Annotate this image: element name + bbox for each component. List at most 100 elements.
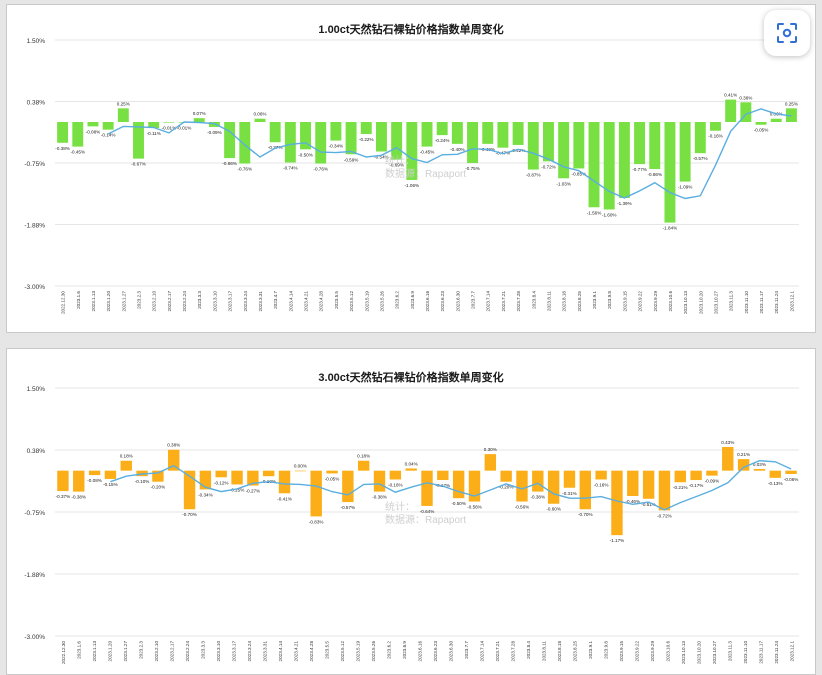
- bar: [345, 122, 357, 155]
- x-tick-label: 2023.7.21: [495, 641, 500, 662]
- y-tick-label: 0.38%: [27, 448, 46, 455]
- x-tick-label: 2023.12.1: [789, 291, 794, 312]
- bar: [284, 122, 296, 163]
- x-tick-label: 2023.7.7: [464, 641, 469, 659]
- x-tick-label: 2023.5.26: [379, 291, 384, 312]
- y-tick-label: -1.88%: [24, 223, 45, 230]
- bar: [269, 122, 281, 143]
- bar: [512, 122, 524, 145]
- bar: [437, 470, 449, 481]
- trend-line: [110, 459, 792, 511]
- bar: [104, 470, 117, 479]
- bar: [547, 470, 560, 504]
- data-label: -0.01%: [162, 126, 177, 131]
- bar: [57, 122, 69, 143]
- bar: [278, 470, 291, 494]
- x-tick-label: 2023.9.22: [634, 641, 639, 662]
- data-label: -1.09%: [678, 185, 693, 190]
- data-label: -0.08%: [87, 478, 102, 483]
- x-tick-label: 2023.10.6: [668, 291, 673, 312]
- x-tick-label: 2023.6.9: [402, 641, 407, 659]
- data-label: -0.42%: [511, 148, 526, 153]
- bar: [649, 122, 661, 170]
- bar: [326, 470, 338, 474]
- bar: [770, 118, 782, 122]
- x-tick-label: 2023.1.6: [76, 641, 81, 659]
- scan-button[interactable]: [764, 10, 810, 56]
- bar: [391, 122, 403, 160]
- data-label: 0.03%: [753, 462, 766, 467]
- bar: [634, 122, 646, 165]
- x-tick-label: 2023.11.24: [774, 641, 779, 664]
- x-tick-label: 2023.4.7: [273, 291, 278, 309]
- bar: [330, 122, 342, 141]
- bar: [373, 470, 386, 492]
- data-label: 0.00%: [294, 464, 307, 469]
- x-tick-label: 2023.9.8: [607, 291, 612, 309]
- bar: [357, 460, 370, 471]
- y-tick-label: -0.75%: [24, 510, 45, 517]
- bar: [405, 468, 417, 471]
- data-label: -0.74%: [283, 165, 298, 170]
- bar: [516, 470, 528, 502]
- x-tick-label: 2023.8.25: [577, 291, 582, 312]
- bar: [658, 470, 671, 511]
- data-label: -0.05%: [325, 476, 340, 481]
- y-tick-label: 1.50%: [27, 38, 46, 45]
- x-tick-label: 2023.6.23: [433, 641, 438, 662]
- data-label: -0.16%: [388, 482, 403, 487]
- data-label: -1.17%: [610, 538, 625, 543]
- x-tick-label: 2023.10.27: [712, 641, 717, 664]
- x-tick-label: 2023.3.24: [243, 291, 248, 312]
- watermark-line1: 统计：: [385, 502, 415, 513]
- x-tick-label: 2023.6.2: [386, 641, 391, 659]
- data-label: -0.11%: [147, 131, 161, 136]
- x-tick-label: 2023.2.3: [138, 641, 143, 659]
- x-tick-label: 2023.9.1: [592, 291, 597, 309]
- bar: [389, 470, 402, 480]
- data-label: -0.17%: [689, 483, 704, 488]
- x-tick-label: 2023.7.28: [510, 641, 515, 662]
- bar: [769, 470, 781, 478]
- data-label: -0.37%: [56, 494, 71, 499]
- x-tick-label: 2023.10.27: [713, 291, 718, 314]
- bar: [254, 118, 266, 122]
- bar: [421, 122, 433, 147]
- data-label: -1.06%: [405, 183, 420, 188]
- bar: [193, 118, 205, 122]
- data-label: -0.40%: [450, 147, 465, 152]
- bar: [73, 470, 85, 492]
- data-label: -0.13%: [768, 481, 783, 486]
- data-label: -0.06%: [784, 477, 799, 482]
- x-tick-label: 2023.6.2: [395, 291, 400, 309]
- chart-title: 3.00ct天然钻石裸钻价格指数单周变化: [318, 372, 504, 384]
- y-tick-label: -1.88%: [24, 572, 45, 579]
- x-tick-label: 2023.11.3: [729, 291, 734, 312]
- x-tick-label: 2023.7.14: [479, 641, 484, 662]
- x-tick-label: 2023.2.10: [154, 641, 159, 662]
- bar: [710, 122, 721, 131]
- data-label: -0.72%: [541, 164, 556, 169]
- chart-title: 1.00ct天然钻石裸钻价格指数单周变化: [318, 24, 504, 36]
- bar: [642, 470, 655, 499]
- data-label: 0.04%: [405, 461, 418, 466]
- x-tick-label: 2023.2.24: [182, 291, 187, 312]
- x-tick-label: 2023.6.9: [410, 291, 415, 309]
- data-label: -0.56%: [467, 505, 482, 510]
- data-label: -0.75%: [465, 166, 480, 171]
- data-label: 0.30%: [484, 447, 497, 452]
- x-tick-label: 2023.9.22: [638, 291, 643, 312]
- bar: [342, 470, 354, 503]
- bar: [573, 122, 585, 169]
- bar: [72, 122, 84, 147]
- x-tick-label: 2023.10.13: [683, 291, 688, 314]
- data-label: 0.41%: [724, 93, 737, 98]
- bar: [57, 470, 69, 492]
- x-tick-label: 2023.7.14: [486, 291, 491, 312]
- data-label: -0.15%: [103, 482, 118, 487]
- x-tick-label: 2023.11.17: [759, 291, 764, 314]
- data-label: -0.38%: [71, 495, 86, 500]
- bar: [558, 122, 570, 179]
- data-label: 0.25%: [117, 101, 130, 106]
- x-tick-label: 2023.11.3: [727, 641, 732, 662]
